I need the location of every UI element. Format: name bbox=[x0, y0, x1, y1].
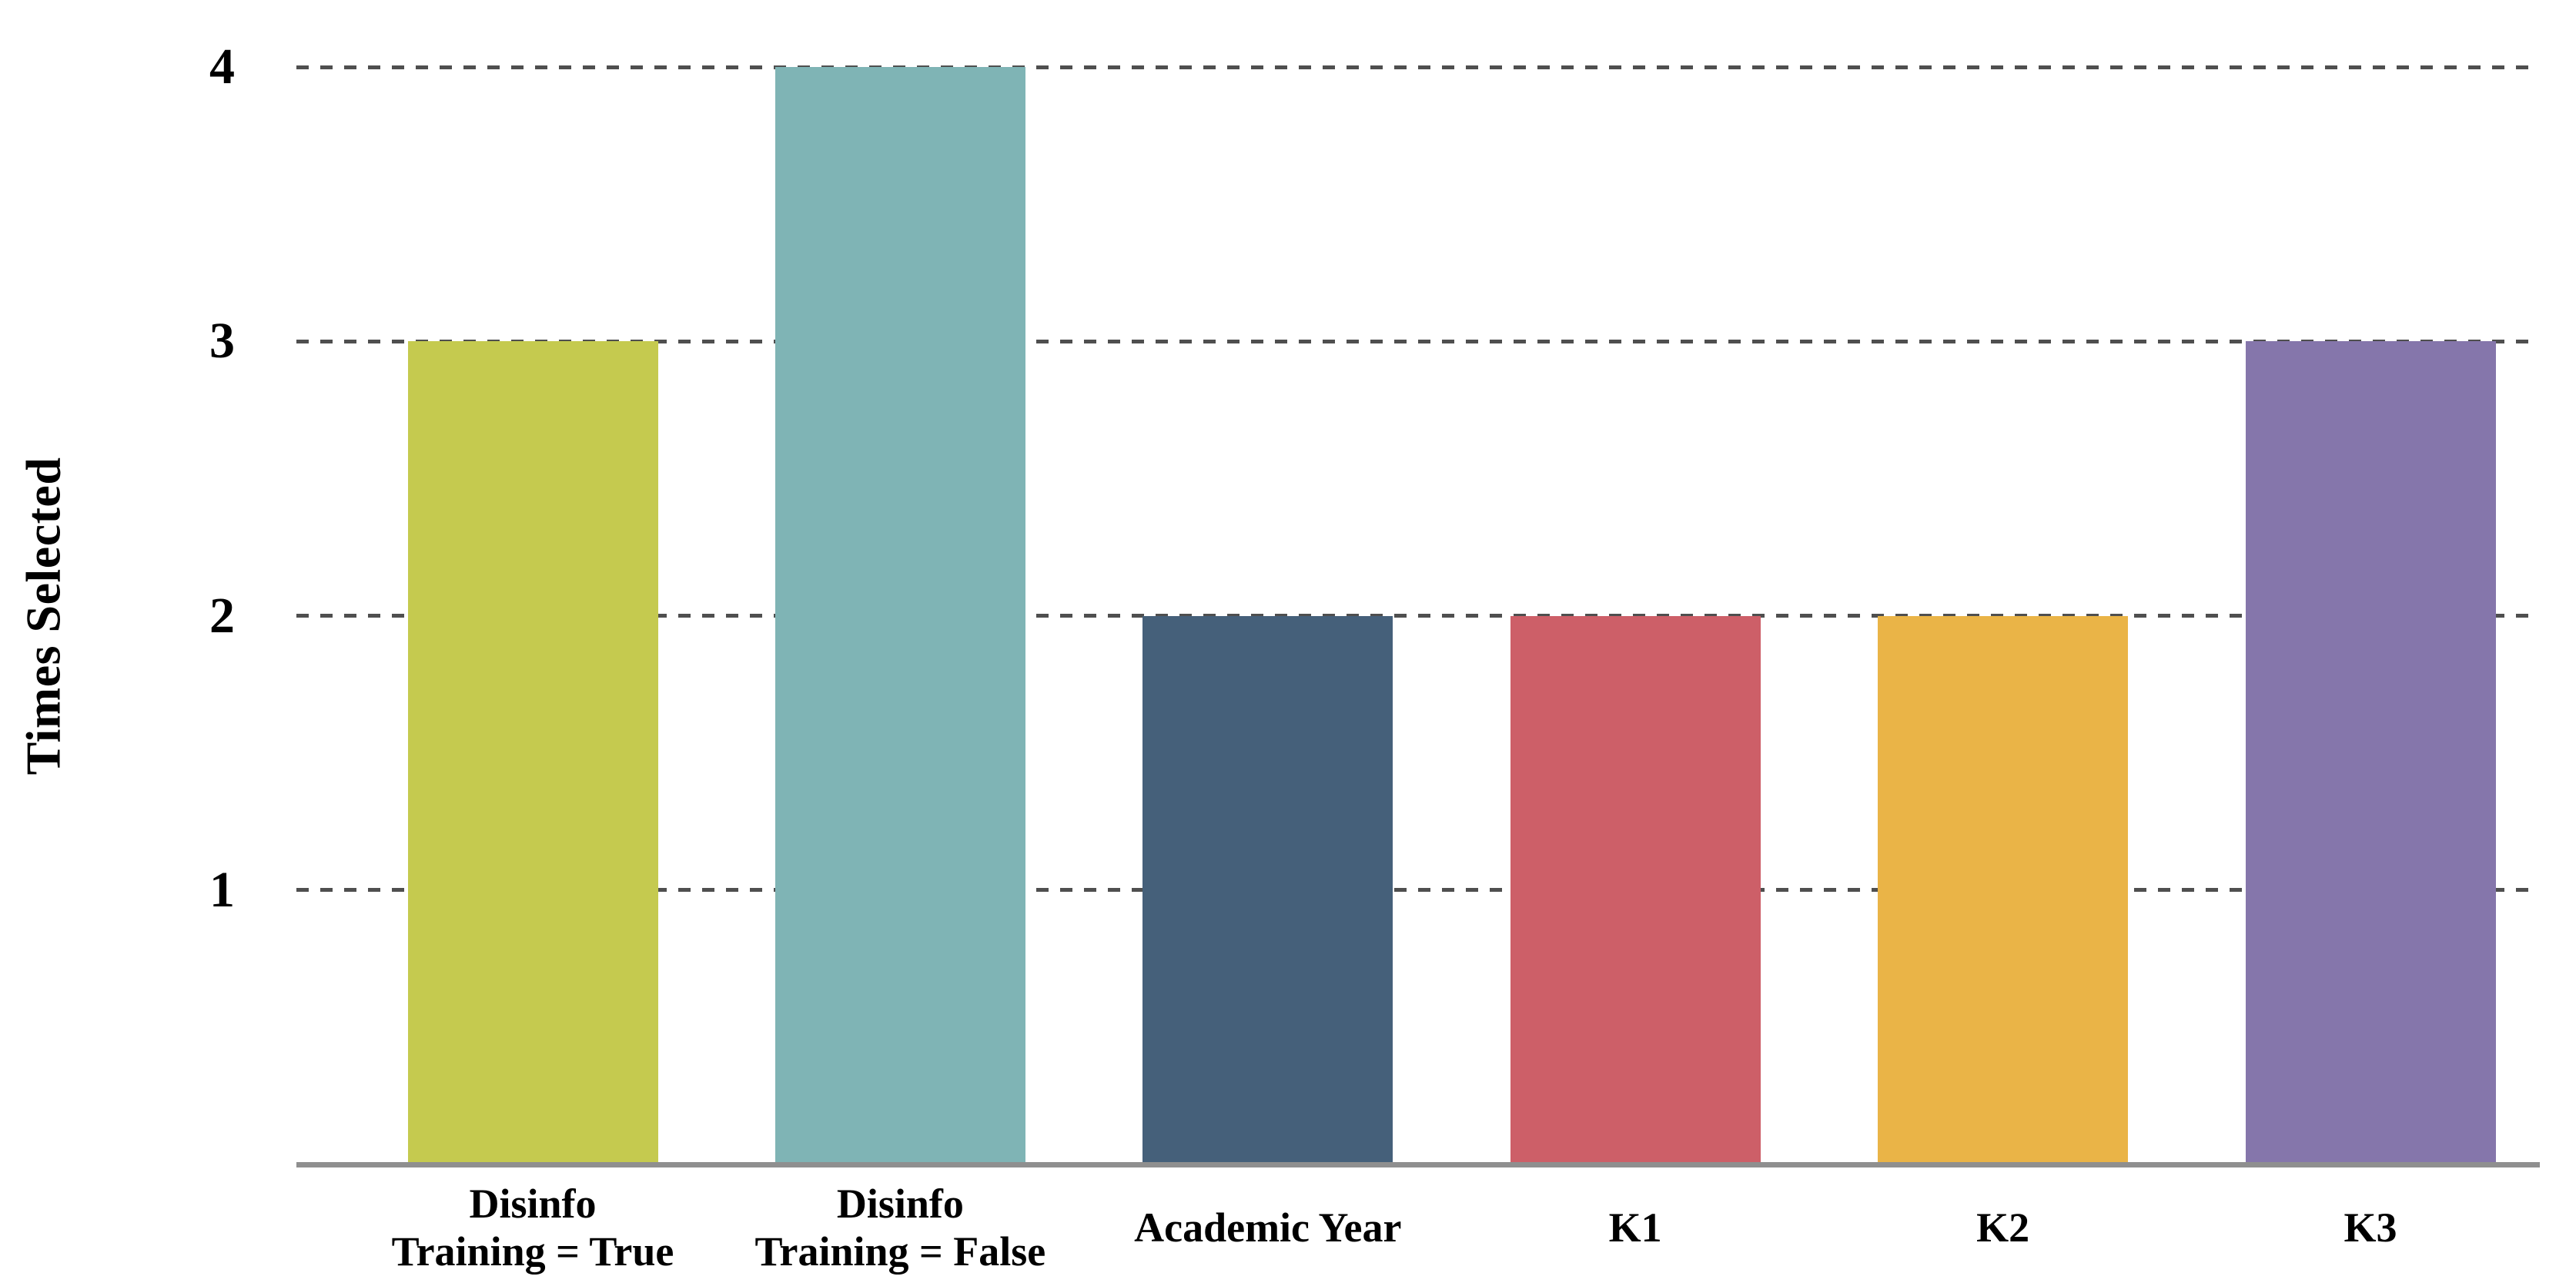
gridline-3 bbox=[296, 339, 2540, 343]
bar-1-disinfo-training-=-true bbox=[407, 341, 658, 1164]
x-category-label-6: K3 bbox=[2343, 1204, 2397, 1251]
y-tick-label-1: 1 bbox=[209, 861, 235, 918]
x-axis-line bbox=[296, 1162, 2540, 1167]
bar-3-academic-year bbox=[1142, 615, 1393, 1164]
bar-2-disinfo-training-=-false bbox=[774, 67, 1025, 1164]
x-category-label-5: K2 bbox=[1976, 1204, 2030, 1251]
gridline-1 bbox=[296, 888, 2540, 893]
y-tick-label-3: 3 bbox=[209, 313, 235, 370]
bar-4-k1 bbox=[1510, 615, 1761, 1164]
bar-6-k3 bbox=[2245, 341, 2496, 1164]
y-tick-label-4: 4 bbox=[209, 39, 235, 95]
gridline-2 bbox=[296, 614, 2540, 618]
x-category-label-1: Disinfo Training = True bbox=[391, 1181, 674, 1275]
gridline-4 bbox=[296, 65, 2540, 69]
x-category-label-4: K1 bbox=[1608, 1204, 1662, 1251]
x-category-label-2: Disinfo Training = False bbox=[754, 1181, 1046, 1275]
plot-area bbox=[296, 65, 2540, 1167]
y-tick-label-2: 2 bbox=[209, 587, 235, 644]
x-category-label-3: Academic Year bbox=[1134, 1204, 1402, 1251]
bar-5-k2 bbox=[1878, 615, 2129, 1164]
